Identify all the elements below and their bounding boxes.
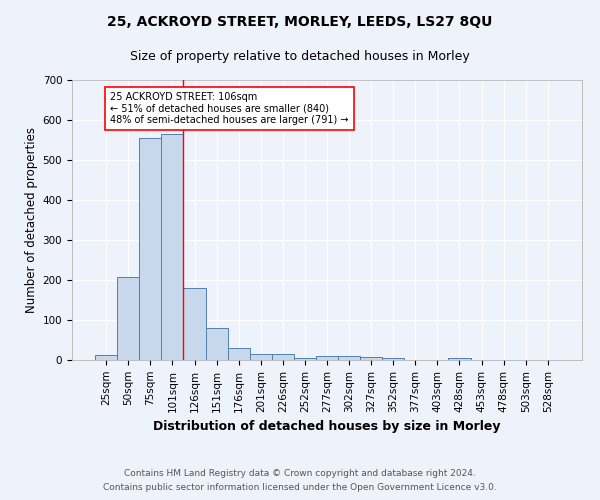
Bar: [117, 277, 139, 360]
Bar: [161, 134, 184, 360]
Bar: [184, 288, 206, 360]
Text: Contains public sector information licensed under the Open Government Licence v3: Contains public sector information licen…: [103, 484, 497, 492]
Bar: [139, 138, 161, 360]
Text: Contains HM Land Registry data © Crown copyright and database right 2024.: Contains HM Land Registry data © Crown c…: [124, 468, 476, 477]
Text: Size of property relative to detached houses in Morley: Size of property relative to detached ho…: [130, 50, 470, 63]
Bar: [338, 356, 360, 360]
Y-axis label: Number of detached properties: Number of detached properties: [25, 127, 38, 313]
Bar: [316, 356, 338, 360]
Bar: [272, 354, 294, 360]
Bar: [360, 357, 382, 360]
Bar: [227, 348, 250, 360]
Bar: [250, 354, 272, 360]
Bar: [206, 328, 227, 360]
Text: 25, ACKROYD STREET, MORLEY, LEEDS, LS27 8QU: 25, ACKROYD STREET, MORLEY, LEEDS, LS27 …: [107, 15, 493, 29]
X-axis label: Distribution of detached houses by size in Morley: Distribution of detached houses by size …: [153, 420, 501, 433]
Text: 25 ACKROYD STREET: 106sqm
← 51% of detached houses are smaller (840)
48% of semi: 25 ACKROYD STREET: 106sqm ← 51% of detac…: [110, 92, 349, 125]
Bar: [294, 358, 316, 360]
Bar: [95, 355, 117, 360]
Bar: [448, 358, 470, 360]
Bar: [382, 358, 404, 360]
